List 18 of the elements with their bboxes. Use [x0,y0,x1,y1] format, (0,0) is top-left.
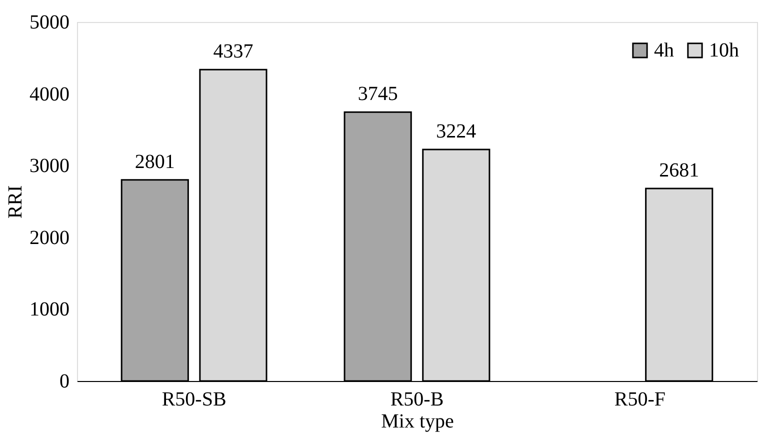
x-tick-label: R50-SB [162,388,226,410]
y-tick-label: 0 [60,370,70,392]
data-label: 2681 [659,160,700,182]
legend-label: 10h [709,39,739,62]
x-axis-title: Mix type [381,410,454,432]
y-tick-label: 3000 [30,155,70,178]
data-label: 4337 [213,40,254,63]
x-tick-label: R50-B [390,388,444,410]
y-tick-label: 5000 [30,12,70,34]
data-label: 3224 [436,120,476,143]
y-tick-label: 4000 [30,83,70,106]
data-label: 3745 [358,83,398,106]
y-axis-title: RRI [4,185,26,219]
data-label: 2801 [134,150,175,173]
y-tick-label: 2000 [30,226,70,249]
y-tick-label: 1000 [30,298,70,321]
x-tick-label: R50-F [614,388,666,410]
legend-label: 4h [654,39,674,62]
